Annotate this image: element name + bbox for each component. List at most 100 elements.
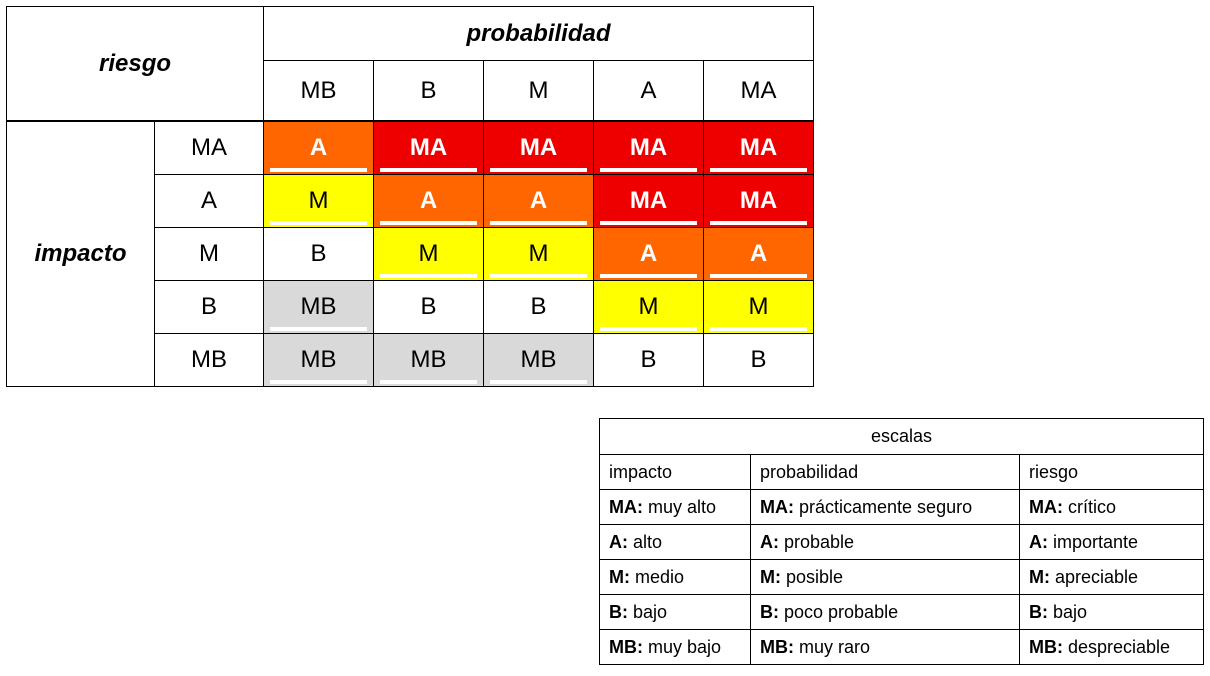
legend-description: crítico bbox=[1063, 496, 1117, 517]
legend-description: poco probable bbox=[779, 601, 899, 622]
legend-row: MA: muy alto MA: prácticamente seguro MA: … bbox=[599, 489, 1204, 525]
risk-cell: A bbox=[483, 174, 594, 228]
risk-cell-value: MB bbox=[520, 346, 557, 373]
probability-column-header: MA bbox=[703, 60, 814, 122]
risk-cell-value: MA bbox=[739, 187, 778, 214]
risk-cell-value: MB bbox=[300, 293, 337, 320]
risk-cell-value: M bbox=[638, 293, 659, 320]
risk-cell: B bbox=[703, 333, 814, 387]
legend-row: A: alto A: probable A: importante bbox=[599, 524, 1204, 560]
legend-code: A: bbox=[609, 531, 628, 552]
risk-cell: A bbox=[373, 174, 484, 228]
risk-cell-value: MA bbox=[519, 134, 558, 161]
legend-cell: B: poco probable bbox=[750, 594, 1020, 630]
legend-description: despreciable bbox=[1063, 636, 1171, 657]
legend-code: M: bbox=[609, 566, 630, 587]
scales-legend-table: escalas impacto probabilidad riesgo MA: mu… bbox=[599, 418, 1204, 665]
risk-cell-value: M bbox=[308, 187, 329, 214]
risk-cell: A bbox=[263, 120, 374, 175]
legend-description: medio bbox=[630, 566, 685, 587]
risk-cell: B bbox=[263, 227, 374, 281]
legend-code: B: bbox=[760, 601, 779, 622]
legend-cell: MB: muy bajo bbox=[599, 629, 751, 665]
risk-cell-value: B bbox=[640, 346, 657, 373]
legend-column-header: probabilidad bbox=[750, 454, 1020, 490]
matrix-row: A M A A MA MA bbox=[7, 174, 814, 228]
legend-code: M: bbox=[1029, 566, 1050, 587]
matrix-row: MB MB MB MB B B bbox=[7, 333, 814, 387]
legend-code: MB: bbox=[760, 636, 794, 657]
legend-description: bajo bbox=[1048, 601, 1088, 622]
legend-description: alto bbox=[628, 531, 663, 552]
risk-cell: M bbox=[373, 227, 484, 281]
risk-cell-value: M bbox=[418, 240, 439, 267]
legend-column-header: impacto bbox=[599, 454, 751, 490]
legend-code: M: bbox=[760, 566, 781, 587]
legend-description: muy bajo bbox=[643, 636, 722, 657]
legend-cell: MB: muy raro bbox=[750, 629, 1020, 665]
probability-column-header: MB bbox=[263, 60, 374, 122]
legend-description: apreciable bbox=[1050, 566, 1139, 587]
risk-cell: B bbox=[373, 280, 484, 334]
legend-cell: MA: muy alto bbox=[599, 489, 751, 525]
impact-row-label: MB bbox=[154, 333, 264, 387]
legend-row: M: medio M: posible M: apreciable bbox=[599, 559, 1204, 595]
risk-cell: B bbox=[593, 333, 704, 387]
risk-cell-value: A bbox=[419, 187, 438, 214]
probability-column-header: A bbox=[593, 60, 704, 122]
legend-code: MA: bbox=[760, 496, 794, 517]
impact-row-label: A bbox=[154, 174, 264, 228]
legend-code: MA: bbox=[609, 496, 643, 517]
legend-description: probable bbox=[779, 531, 855, 552]
risk-cell-value: B bbox=[310, 240, 327, 267]
risk-cell-value: A bbox=[309, 134, 328, 161]
legend-description: posible bbox=[781, 566, 844, 587]
impact-row-label: B bbox=[154, 280, 264, 334]
risk-cell: MA bbox=[373, 120, 484, 175]
risk-cell-value: MA bbox=[629, 134, 668, 161]
risk-cell: MB bbox=[483, 333, 594, 387]
risk-corner-label: riesgo bbox=[6, 6, 264, 122]
risk-cell-value: A bbox=[639, 240, 658, 267]
legend-code: A: bbox=[760, 531, 779, 552]
legend-code: MA: bbox=[1029, 496, 1063, 517]
legend-cell: A: probable bbox=[750, 524, 1020, 560]
risk-cell: MA bbox=[703, 174, 814, 228]
risk-cell-value: MA bbox=[629, 187, 668, 214]
matrix-row: impacto MA A MA MA MA MA bbox=[6, 120, 814, 387]
legend-code: B: bbox=[609, 601, 628, 622]
legend-description: muy raro bbox=[794, 636, 871, 657]
legend-description: muy alto bbox=[643, 496, 717, 517]
legend-code: B: bbox=[1029, 601, 1048, 622]
probability-column-header: M bbox=[483, 60, 594, 122]
legend-cell: MA: crítico bbox=[1019, 489, 1204, 525]
legend-description: importante bbox=[1048, 531, 1139, 552]
risk-cell-value: A bbox=[749, 240, 768, 267]
impact-group-header: impacto bbox=[6, 120, 155, 387]
risk-cell: MB bbox=[263, 333, 374, 387]
legend-description: prácticamente seguro bbox=[794, 496, 973, 517]
risk-cell: MA bbox=[593, 120, 704, 175]
risk-cell: M bbox=[593, 280, 704, 334]
matrix-row: B MB B B M M bbox=[7, 280, 814, 334]
legend-cell: A: importante bbox=[1019, 524, 1204, 560]
legend-cell: A: alto bbox=[599, 524, 751, 560]
probability-group-header: probabilidad bbox=[263, 6, 814, 61]
legend-cell: B: bajo bbox=[1019, 594, 1204, 630]
risk-cell: MA bbox=[703, 120, 814, 175]
risk-cell-value: A bbox=[529, 187, 548, 214]
risk-cell-value: MB bbox=[300, 346, 337, 373]
risk-cell: M bbox=[263, 174, 374, 228]
risk-cell: A bbox=[703, 227, 814, 281]
legend-row: B: bajo B: poco probable B: bajo bbox=[599, 594, 1204, 630]
risk-cell: M bbox=[483, 227, 594, 281]
legend-cell: M: apreciable bbox=[1019, 559, 1204, 595]
risk-cell-value: B bbox=[420, 293, 437, 320]
legend-cell: M: medio bbox=[599, 559, 751, 595]
legend-column-header: riesgo bbox=[1019, 454, 1204, 490]
legend-code: MB: bbox=[1029, 636, 1063, 657]
legend-description: bajo bbox=[628, 601, 668, 622]
risk-matrix: riesgo probabilidad MB B M A MA impacto MA A MA… bbox=[6, 6, 814, 387]
impact-row-label: MA bbox=[154, 120, 264, 175]
